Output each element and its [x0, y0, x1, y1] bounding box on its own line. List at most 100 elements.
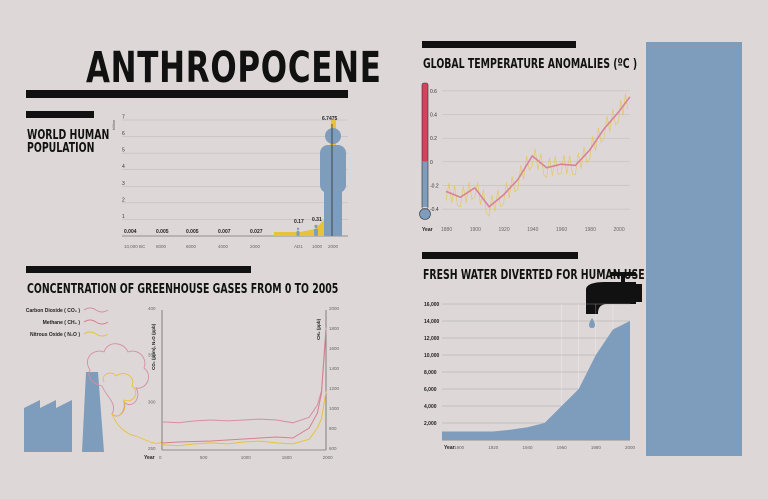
- ghg-xtick-label: 1500: [282, 455, 293, 460]
- population-xtick-label: 2000: [250, 244, 261, 249]
- ghg-right-tick-label: 1000: [329, 406, 340, 411]
- ghg-year-label: Year: [144, 455, 155, 461]
- ghg-right-tick-label: 600: [329, 446, 337, 451]
- population-xtick-label: 8000: [156, 244, 167, 249]
- population-value-label: 0.007: [218, 229, 231, 235]
- population-title-line1: WORLD HUMAN: [27, 128, 110, 143]
- factory-illustration: [24, 372, 104, 452]
- person-icon-body: [314, 228, 318, 236]
- population-value-label: 0.004: [124, 229, 137, 235]
- co2-line: [161, 327, 327, 424]
- population-xtick-label: 10,000 BC: [124, 244, 146, 249]
- ghg-right-tick-label: 1400: [329, 366, 340, 371]
- population-value-label: 0.31: [312, 217, 322, 223]
- water-ytick-label: 8,000: [424, 370, 437, 376]
- ghg-legend-label: Nitrous Oxide ( N₂O ): [30, 332, 80, 338]
- temperature-xtick-label: 1880: [441, 227, 452, 233]
- population-value-label: 0.027: [250, 229, 263, 235]
- water-xtick-label: 1980: [591, 445, 602, 450]
- ghg-legend-label: Carbon Dioxide ( CO₂ ): [26, 308, 81, 314]
- temperature-ytick-label: 0.2: [430, 136, 437, 142]
- temperature-chart: 0.6 0.4 0.2 0 -0.2 -0.4 1880 1900 1920 1940 1960 19…: [419, 82, 631, 233]
- thermometer-blue: [422, 161, 428, 207]
- ghg-left-tick-label: 400: [148, 306, 156, 311]
- ghg-legend-label: Methane ( CH₄ ): [43, 320, 81, 326]
- water-ytick-label: 16,000: [424, 302, 440, 308]
- ghg-legend-swatch: [83, 307, 109, 313]
- ghg-title: CONCENTRATION OF GREENHOUSE GASES FROM 0…: [27, 282, 339, 297]
- water-ytick-label: 14,000: [424, 319, 440, 325]
- large-person-legs: [324, 182, 342, 236]
- water-area: [442, 321, 630, 440]
- smoke-co2: [86, 343, 149, 417]
- ghg-right-tick-label: 1600: [329, 346, 340, 351]
- temperature-xtick-label: 1940: [527, 227, 538, 233]
- ghg-right-axis-label: CH₄ (ppb): [316, 318, 321, 340]
- population-xtick-label: 4000: [218, 244, 229, 249]
- temperature-ytick-label: -0.2: [430, 183, 439, 189]
- person-icon: [314, 224, 318, 228]
- temperature-title: GLOBAL TEMPERATURE ANOMALIES (ºC ): [423, 57, 638, 72]
- temperature-xtick-label: 1960: [556, 227, 567, 233]
- ch4-line: [161, 329, 327, 444]
- ghg-right-tick-label: 1200: [329, 386, 340, 391]
- water-chart: 16,000 14,000 12,000 10,000 8,000 6,000 4,000 2…: [424, 272, 642, 451]
- ghg-xtick-label: 2000: [323, 455, 334, 460]
- ghg-legend-swatch: [83, 331, 109, 337]
- population-ytick-label: 1: [122, 214, 125, 220]
- temperature-annual-line: [445, 93, 629, 218]
- population-ytick-label: 2: [122, 197, 125, 203]
- population-xtick-label: AD1: [294, 244, 303, 249]
- smoke-n2o: [102, 372, 163, 444]
- population-value-label: 0.005: [156, 229, 169, 235]
- thermometer-red: [422, 83, 428, 162]
- population-header-bar: [26, 111, 94, 118]
- population-xtick-label: 2000: [328, 244, 339, 249]
- population-title: WORLD HUMAN POPULATION: [27, 129, 109, 155]
- n2o-line: [161, 391, 327, 447]
- water-title: FRESH WATER DIVERTED FOR HUMAN USE: [423, 268, 645, 283]
- ghg-left-axis-label: CO₂ (ppm), N₂O (ppb): [151, 323, 156, 370]
- thermometer-outline: [421, 82, 429, 210]
- ghg-xtick-label: 1000: [241, 455, 252, 460]
- water-ytick-label: 6,000: [424, 387, 437, 393]
- faucet-icon: [586, 272, 642, 328]
- ghg-xtick-label: 500: [200, 455, 208, 460]
- temperature-year-label: Year: [422, 227, 433, 233]
- water-ytick-label: 4,000: [424, 404, 437, 410]
- population-value-label: 0.17: [294, 219, 304, 225]
- ghg-legend-swatch: [83, 319, 109, 325]
- ghg-left-tick-label: 300: [148, 399, 156, 404]
- ghg-chart: Carbon Dioxide ( CO₂ ) Methane ( CH₄ ) Nit…: [24, 306, 340, 461]
- title-underline: [26, 90, 348, 98]
- water-year-label: Year: [444, 445, 455, 451]
- temperature-xtick-label: 1980: [585, 227, 596, 233]
- temperature-xtick-label: 1920: [499, 227, 510, 233]
- population-value-label: 6.7475: [322, 116, 338, 122]
- water-ytick-label: 2,000: [424, 421, 437, 427]
- ghg-right-tick-label: 800: [329, 426, 337, 431]
- page-title: ANTHROPOCENE: [86, 43, 382, 93]
- water-ytick-label: 10,000: [424, 353, 440, 359]
- large-person-body: [320, 145, 346, 193]
- water-header-bar: [422, 252, 578, 259]
- water-xtick-label: 2000: [625, 445, 636, 450]
- person-icon-body: [296, 230, 300, 236]
- population-xtick-label: 6000: [186, 244, 197, 249]
- population-title-line2: POPULATION: [27, 141, 95, 156]
- temperature-ytick-label: 0.6: [430, 89, 437, 95]
- temperature-header-bar: [422, 41, 576, 48]
- ghg-right-tick-label: 2000: [329, 306, 340, 311]
- water-ytick-label: 12,000: [424, 336, 440, 342]
- person-icon: [296, 227, 300, 230]
- population-chart: billion 1 2 3 4 5 6 7 10,000 BC 8000 6000 4000 2000…: [111, 115, 348, 249]
- ghg-left-tick-label: 350: [148, 353, 156, 358]
- ghg-xtick-label: 0: [159, 455, 162, 460]
- temperature-xtick-label: 2000: [614, 227, 625, 233]
- population-xtick-label: 1000: [312, 244, 323, 249]
- water-xtick-label: 1940: [522, 445, 533, 450]
- ghg-right-tick-label: 1800: [329, 326, 340, 331]
- water-xtick-label: 1900: [454, 445, 465, 450]
- temperature-smoothed-line: [445, 96, 631, 208]
- ghg-header-bar: [26, 266, 251, 273]
